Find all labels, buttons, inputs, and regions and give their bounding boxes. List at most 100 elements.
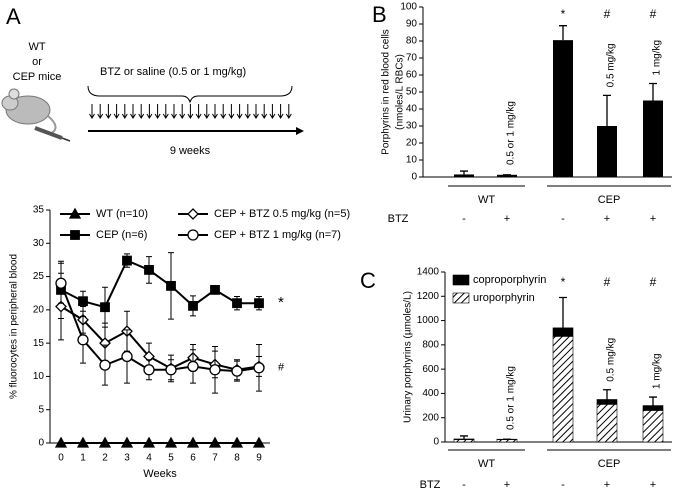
category-label: + — [650, 479, 656, 491]
legend-label: CEP + BTZ 1 mg/kg (n=7) — [214, 229, 341, 241]
y-axis-label: (nmoles/L RBCs) — [395, 54, 406, 130]
y-tick-label: 200 — [422, 412, 439, 423]
arrow — [195, 104, 202, 119]
arrow — [154, 104, 161, 119]
legend-label: coproporphyrin — [473, 274, 546, 286]
y-tick-label: 1200 — [417, 291, 440, 302]
panel-label: B — [372, 2, 387, 27]
y-tick-label: 400 — [422, 388, 439, 399]
y-axis-label: Porphyrins in red blood cells — [381, 29, 392, 155]
marker — [122, 255, 132, 266]
bar-segment — [552, 336, 574, 443]
marker — [99, 359, 111, 371]
y-tick-label: 0 — [433, 437, 439, 448]
marker — [208, 436, 222, 448]
time-arrowhead — [296, 127, 304, 135]
group-label: WT — [478, 194, 495, 206]
arrow — [228, 104, 235, 119]
bar-segment — [496, 439, 518, 443]
marker — [187, 360, 199, 373]
marker — [78, 296, 88, 307]
mouse-icon — [1, 88, 71, 142]
arrow — [179, 104, 186, 119]
bar — [454, 174, 474, 177]
bar-segment — [453, 439, 475, 443]
legend-swatch — [452, 292, 470, 304]
marker — [253, 362, 265, 374]
error-bar — [559, 25, 567, 41]
x-tick-label: 0 — [58, 453, 64, 464]
category-label: - — [462, 213, 466, 225]
category-label: - — [462, 479, 466, 491]
y-tick-label: 10 — [406, 155, 418, 166]
arrow — [203, 104, 210, 119]
dose-arrows — [89, 104, 292, 119]
marker — [143, 364, 155, 376]
y-tick-label: 90 — [406, 19, 418, 30]
arrow — [171, 104, 177, 119]
significance-marker: # — [650, 275, 657, 289]
marker — [77, 334, 89, 346]
dose-label: 1 mg/kg — [652, 353, 663, 389]
arrow — [212, 104, 218, 119]
y-tick-label: 80 — [406, 36, 418, 47]
marker — [187, 229, 199, 241]
y-tick-label: 100 — [400, 2, 417, 13]
error-bar — [603, 94, 611, 126]
y-tick-label: 800 — [422, 339, 439, 350]
marker — [100, 302, 110, 313]
legend-label: uroporphyrin — [473, 292, 535, 304]
marker — [230, 436, 244, 448]
dose-label: 0.5 or 1 mg/kg — [506, 101, 517, 165]
marker — [166, 280, 176, 291]
arrow — [138, 104, 145, 119]
y-tick-label: 0 — [38, 438, 44, 449]
y-tick-label: 20 — [406, 138, 418, 149]
marker — [70, 230, 80, 240]
x-tick-label: 8 — [234, 453, 240, 464]
significance-marker: * — [561, 275, 566, 289]
y-tick-label: 1400 — [417, 267, 440, 278]
category-label: - — [561, 479, 565, 491]
bar-segment — [642, 405, 664, 411]
category-label: + — [504, 479, 510, 491]
x-tick-label: 3 — [124, 453, 130, 464]
x-tick-label: 9 — [256, 453, 262, 464]
row-label: BTZ — [420, 479, 441, 491]
arrow — [236, 104, 243, 119]
category-label: + — [650, 213, 656, 225]
x-tick-label: 4 — [146, 453, 152, 464]
error-bar — [460, 435, 468, 439]
y-tick-label: 20 — [33, 304, 45, 315]
group-label: CEP — [598, 458, 621, 470]
marker — [55, 277, 67, 289]
x-axis-label: Weeks — [143, 468, 177, 480]
series-line — [60, 305, 260, 371]
arrow — [220, 104, 227, 119]
significance-marker: # — [650, 7, 657, 21]
annotation: * — [278, 294, 284, 311]
y-tick-label: 30 — [406, 121, 418, 132]
y-tick-label: 15 — [33, 338, 45, 349]
marker — [254, 298, 264, 309]
category-label: + — [504, 213, 510, 225]
marker — [68, 207, 82, 219]
y-axis-label: % fluorocytes in peripheral blood — [9, 254, 20, 399]
error-bar — [603, 389, 611, 400]
error-bar — [460, 170, 468, 175]
legend-label: WT (n=10) — [96, 208, 148, 220]
y-tick-label: 10 — [33, 371, 45, 382]
significance-marker: # — [604, 275, 611, 289]
series-line — [60, 259, 259, 309]
error-bar — [559, 296, 567, 328]
y-tick-label: 1000 — [417, 315, 440, 326]
significance-marker: * — [561, 7, 566, 21]
arrow — [162, 104, 169, 119]
y-tick-label: 60 — [406, 70, 418, 81]
arrow — [261, 104, 268, 119]
marker — [209, 364, 221, 376]
marker — [231, 365, 243, 377]
bar-segment — [552, 327, 574, 337]
bar — [597, 126, 617, 177]
